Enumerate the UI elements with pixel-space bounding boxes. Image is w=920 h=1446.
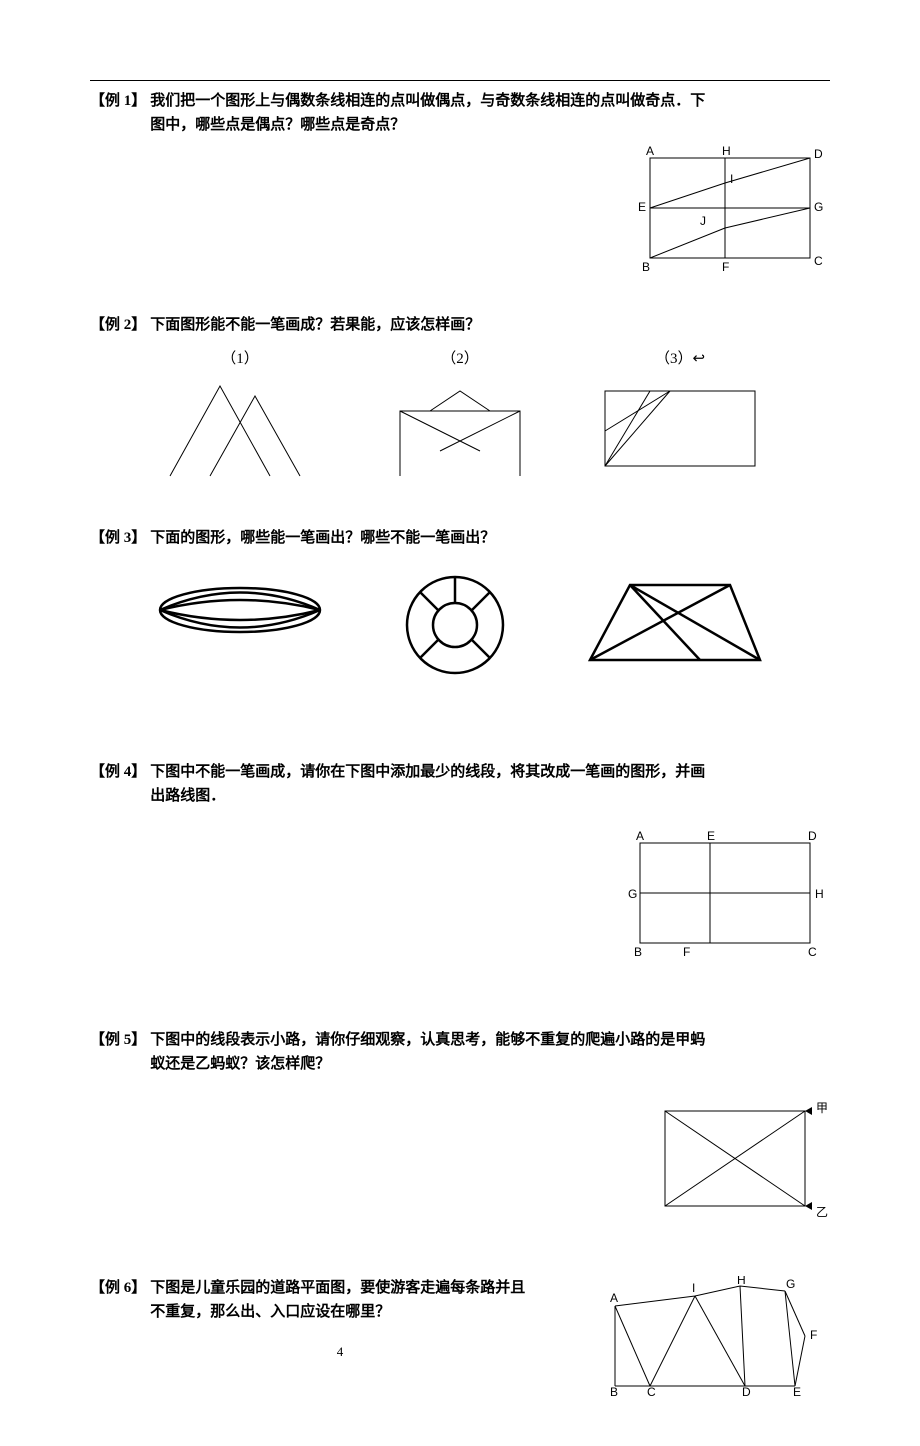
ex1-pt-H: H [722, 144, 731, 158]
ex4-pt-G: G [628, 887, 637, 901]
ex1-label: 【例 1】 [90, 89, 146, 110]
ex2-n3: （3）↩ [570, 347, 790, 368]
ex4-pt-F: F [683, 945, 690, 958]
ex1-text: 我们把一个图形上与偶数条线相连的点叫做偶点，与奇数条线相连的点叫做奇点．下 图中… [150, 89, 705, 137]
page-number: 4 [90, 1344, 590, 1360]
ex2-col3: （3）↩ [570, 347, 790, 476]
ex3-fig1 [150, 570, 330, 650]
ex2-text: 下面图形能不能一笔画成？若果能，应该怎样画？ [150, 313, 480, 337]
example-6: 【例 6】 下图是儿童乐园的道路平面图，要使游客走遍每条路并且 不重复，那么出、… [90, 1276, 830, 1396]
ex6-label: 【例 6】 [90, 1276, 146, 1297]
ex6-pt-E: E [793, 1385, 801, 1396]
ex1-line2: 图中，哪些点是偶点？哪些点是奇点？ [150, 113, 705, 137]
ex1-figure: A H D E I G J B F C [630, 143, 830, 273]
ex1-pt-E: E [638, 200, 646, 214]
page: 【例 1】 我们把一个图形上与偶数条线相连的点叫做偶点，与奇数条线相连的点叫做奇… [0, 0, 920, 1446]
ex1-pt-G: G [814, 200, 823, 214]
ex4-line2: 出路线图． [150, 784, 705, 808]
ex6-line1: 下图是儿童乐园的道路平面图，要使游客走遍每条路并且 [150, 1280, 525, 1296]
ex2-fig2 [380, 376, 540, 486]
ex6-pt-A: A [610, 1291, 618, 1305]
ex2-fig1 [160, 376, 320, 486]
example-2: 【例 2】 下面图形能不能一笔画成？若果能，应该怎样画？ （1） （2） [90, 313, 830, 486]
ex4-pt-C: C [808, 945, 817, 958]
example-3: 【例 3】 下面的图形，哪些能一笔画出？哪些不能一笔画出？ [90, 526, 830, 680]
ex6-pt-F: F [810, 1328, 817, 1342]
ex1-pt-D: D [814, 147, 823, 161]
ex4-pt-B: B [634, 945, 642, 958]
ex6-line2: 不重复，那么出、入口应设在哪里？ [150, 1300, 525, 1324]
ex6-pt-G: G [786, 1277, 795, 1291]
ex3-fig2 [390, 570, 520, 680]
ex6-pt-H: H [737, 1276, 746, 1287]
ex2-fig3 [595, 376, 765, 476]
ex6-pt-C: C [647, 1385, 656, 1396]
ex3-label: 【例 3】 [90, 526, 146, 547]
ex4-pt-D: D [808, 829, 817, 843]
top-rule [90, 80, 830, 81]
example-4: 【例 4】 下图中不能一笔画成，请你在下图中添加最少的线段，将其改成一笔画的图形… [90, 760, 830, 958]
ex1-pt-B: B [642, 260, 650, 273]
example-1: 【例 1】 我们把一个图形上与偶数条线相连的点叫做偶点，与奇数条线相连的点叫做奇… [90, 89, 830, 273]
ex2-n2: （2） [350, 347, 570, 368]
ex3-text: 下面的图形，哪些能一笔画出？哪些不能一笔画出？ [150, 526, 495, 550]
ex4-figure: A E D G H B F C [620, 828, 830, 958]
ex5-line2: 蚁还是乙蚂蚁？该怎样爬？ [150, 1052, 705, 1076]
ex1-line1: 我们把一个图形上与偶数条线相连的点叫做偶点，与奇数条线相连的点叫做奇点．下 [150, 93, 705, 109]
ex1-pt-C: C [814, 254, 823, 268]
ex2-col1: （1） [130, 347, 350, 486]
ex3-fig3 [580, 570, 770, 670]
ex4-line1: 下图中不能一笔画成，请你在下图中添加最少的线段，将其改成一笔画的图形，并画 [150, 764, 705, 780]
ex5-line1: 下图中的线段表示小路，请你仔细观察，认真思考，能够不重复的爬遍小路的是甲蚂 [150, 1032, 705, 1048]
ex1-pt-A: A [646, 144, 654, 158]
ex2-n1: （1） [130, 347, 350, 368]
ex5-yi: 乙 [816, 1205, 828, 1219]
ex6-figure: A I H G F B C D E [600, 1276, 830, 1396]
ex2-label: 【例 2】 [90, 313, 146, 334]
ex6-pt-B: B [610, 1385, 618, 1396]
ex6-text: 下图是儿童乐园的道路平面图，要使游客走遍每条路并且 不重复，那么出、入口应设在哪… [150, 1276, 525, 1324]
ex4-text: 下图中不能一笔画成，请你在下图中添加最少的线段，将其改成一笔画的图形，并画 出路… [150, 760, 705, 808]
ex4-pt-A: A [636, 829, 644, 843]
example-5: 【例 5】 下图中的线段表示小路，请你仔细观察，认真思考，能够不重复的爬遍小路的… [90, 1028, 830, 1226]
ex6-pt-I: I [692, 1281, 695, 1295]
ex5-text: 下图中的线段表示小路，请你仔细观察，认真思考，能够不重复的爬遍小路的是甲蚂 蚁还… [150, 1028, 705, 1076]
ex5-jia: 甲 [816, 1101, 828, 1115]
ex1-pt-F: F [722, 260, 729, 273]
ex1-pt-J: J [700, 214, 706, 228]
ex5-figure: 甲 乙 [650, 1096, 830, 1226]
ex2-col2: （2） [350, 347, 570, 486]
ex5-label: 【例 5】 [90, 1028, 146, 1049]
ex4-pt-H: H [815, 887, 824, 901]
ex4-label: 【例 4】 [90, 760, 146, 781]
ex4-pt-E: E [707, 829, 715, 843]
ex6-pt-D: D [742, 1385, 751, 1396]
ex1-pt-I: I [730, 172, 733, 186]
